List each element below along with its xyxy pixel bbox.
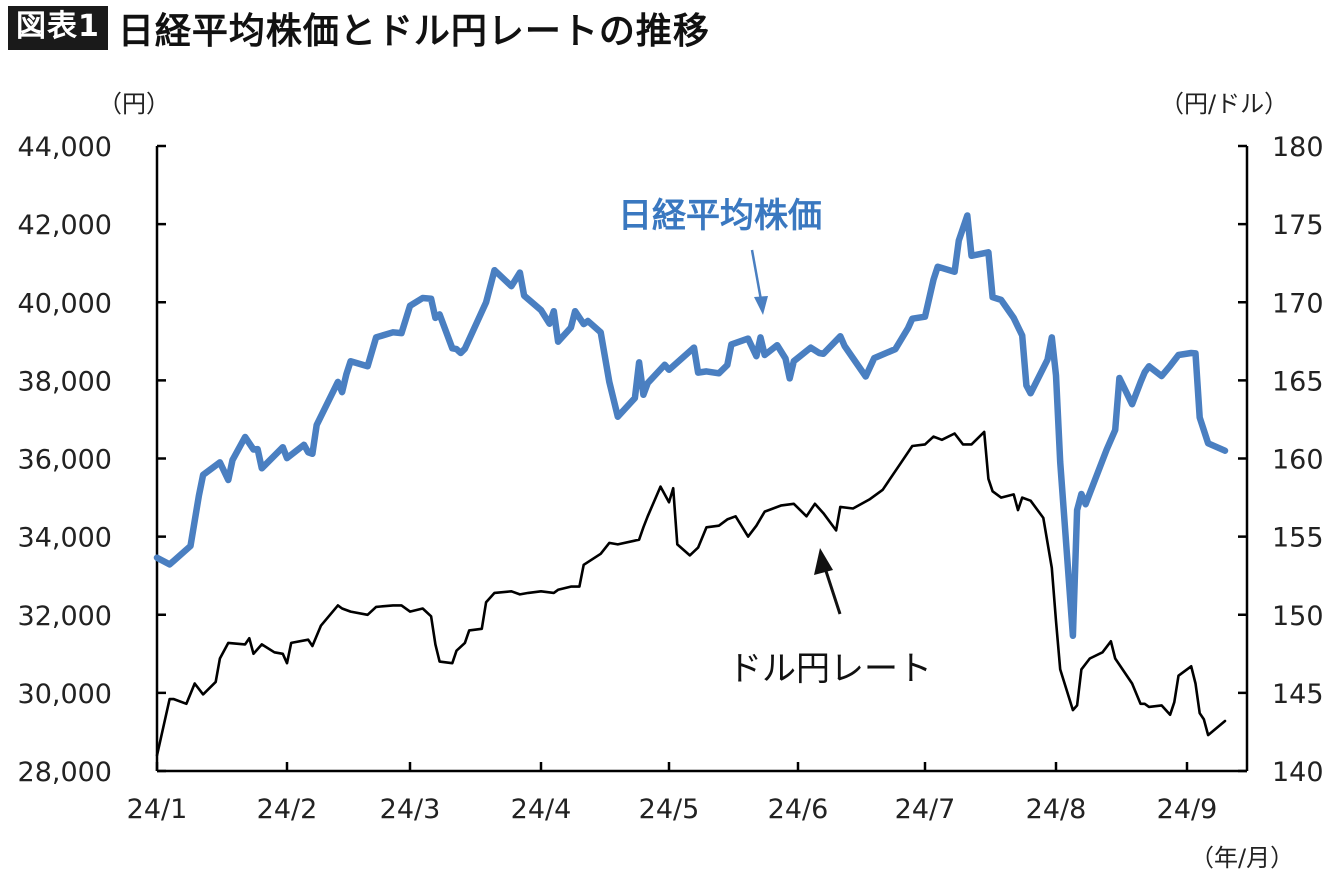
nikkei-annotation-arrow-head	[754, 296, 768, 315]
x-axis-tick-label: 24/1	[127, 794, 188, 825]
series-group	[153, 212, 1229, 757]
x-axis-tick-label: 24/8	[1026, 794, 1087, 825]
left-axis-tick-label: 28,000	[18, 757, 112, 788]
figure-badge: 図表1	[8, 6, 108, 50]
right-axis-tick-label: 150	[1272, 601, 1324, 632]
right-axis-unit: （円/ドル）	[1160, 90, 1288, 118]
right-axis-tick-label: 155	[1272, 523, 1324, 554]
usdjpy-series-line	[155, 430, 1227, 757]
left-axis-tick-label: 40,000	[18, 288, 112, 319]
x-axis-tick-label: 24/4	[511, 794, 572, 825]
right-axis-tick-label: 175	[1272, 210, 1324, 241]
right-axis-tick-label: 145	[1272, 679, 1324, 710]
left-axis-tick-label: 30,000	[18, 679, 112, 710]
usdjpy-annotation-arrow-head	[814, 548, 833, 575]
right-axis-tick-label: 170	[1272, 288, 1324, 319]
right-axis-tick-label: 160	[1272, 445, 1324, 476]
usdjpy-annotation: ドル円レート	[728, 649, 932, 689]
x-axis-tick-label: 24/9	[1157, 794, 1218, 825]
left-axis-unit: （円）	[98, 90, 170, 118]
right-axis-tick-label: 180	[1272, 132, 1324, 163]
left-axis-tick-label: 32,000	[18, 601, 112, 632]
title-row: 図表1 日経平均株価とドル円レートの推移	[8, 6, 710, 52]
left-axis-tick-label: 44,000	[18, 132, 112, 163]
x-axis-tick-label: 24/3	[380, 794, 441, 825]
right-axis-tick-label: 165	[1272, 366, 1324, 397]
nikkei-series-line	[153, 212, 1229, 640]
x-axis-tick-label: 24/6	[768, 794, 829, 825]
left-axis-tick-label: 36,000	[18, 445, 112, 476]
x-axis-unit: （年/月）	[1190, 844, 1294, 872]
page-title: 日経平均株価とドル円レートの推移	[117, 11, 710, 52]
x-axis-tick-label: 24/2	[257, 794, 318, 825]
nikkei-annotation: 日経平均株価	[618, 196, 822, 236]
axes-group: 28,000 30,000 32,000 34,000 36,000 38,000 40,0…	[18, 132, 1324, 825]
right-axis-tick-label: 140	[1272, 757, 1324, 788]
left-axis-tick-label: 38,000	[18, 366, 112, 397]
usdjpy-annotation-arrow-line	[823, 567, 842, 615]
x-axis-tick-label: 24/7	[895, 794, 956, 825]
left-axis-tick-label: 34,000	[18, 523, 112, 554]
x-axis-tick-label: 24/5	[639, 794, 700, 825]
left-axis-tick-label: 42,000	[18, 210, 112, 241]
nikkei-annotation-arrow-line	[750, 249, 763, 301]
